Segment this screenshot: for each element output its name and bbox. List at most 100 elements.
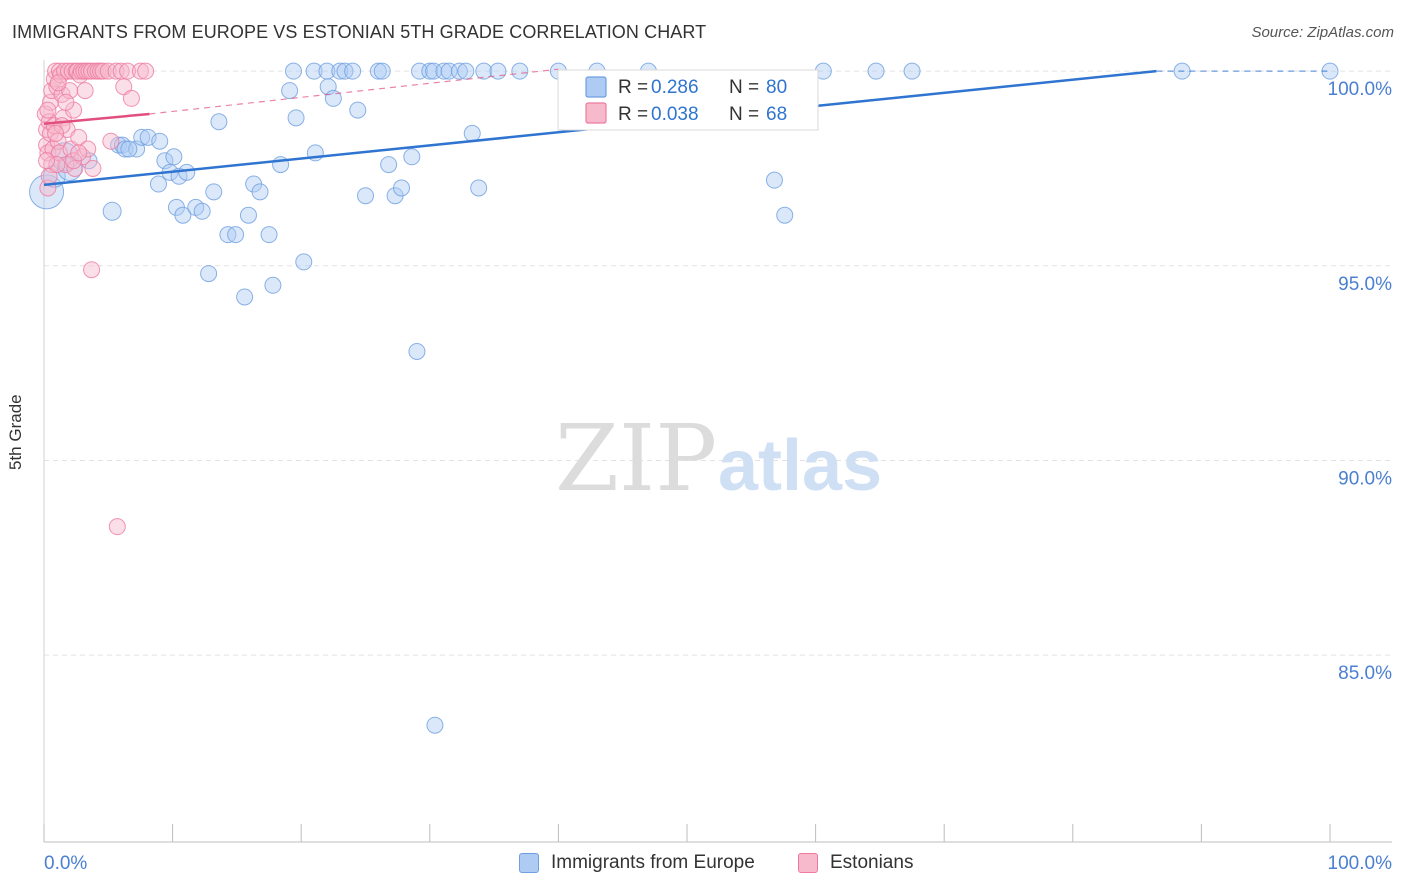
stats-legend: R = 0.286 N = 80 R = 0.038 N = 68 [557, 69, 819, 131]
point-europe [239, 206, 257, 224]
point-europe [210, 113, 228, 131]
point-europe [133, 128, 151, 146]
point-europe [457, 62, 475, 80]
point-estonians [119, 62, 137, 80]
point-europe [251, 183, 269, 201]
point-europe [200, 265, 218, 283]
point-europe [450, 62, 468, 80]
point-europe [193, 202, 211, 220]
point-estonians [79, 140, 97, 158]
point-estonians [57, 93, 75, 111]
y-tick-label: 90.0% [1338, 468, 1392, 489]
stats-swatch-pink [585, 102, 607, 124]
point-estonians [122, 89, 140, 107]
trend-extension-estonians [149, 68, 559, 115]
y-tick-label: 95.0% [1338, 274, 1392, 295]
stats-n-label-2: N = [729, 104, 759, 125]
point-europe [411, 62, 429, 80]
point-estonians [49, 74, 67, 92]
point-europe [344, 62, 362, 80]
source-credit: Source: ZipAtlas.com [1251, 24, 1394, 41]
point-europe [120, 140, 138, 158]
point-estonians [131, 62, 149, 80]
point-estonians [70, 144, 88, 162]
data-points [29, 62, 1339, 734]
point-europe [380, 156, 398, 174]
legend-item-europe[interactable]: Immigrants from Europe [519, 852, 755, 874]
watermark-zip: ZIP [555, 405, 717, 512]
point-europe [281, 82, 299, 100]
point-estonians [38, 152, 56, 170]
point-europe [470, 179, 488, 197]
point-europe [403, 148, 421, 166]
point-europe [435, 62, 453, 80]
point-europe [408, 342, 426, 360]
x-tick-label: 0.0% [44, 853, 87, 874]
point-estonians [108, 518, 126, 536]
point-europe [174, 206, 192, 224]
point-europe [765, 171, 783, 189]
point-estonians [84, 159, 102, 177]
point-europe [42, 164, 66, 188]
point-estonians [137, 62, 155, 80]
point-europe [165, 148, 183, 166]
point-europe [440, 62, 458, 80]
point-estonians [48, 156, 66, 174]
point-europe [236, 288, 254, 306]
point-europe [425, 62, 443, 80]
point-europe [357, 187, 374, 205]
stats-n-value-1: 80 [766, 77, 787, 98]
point-europe [776, 206, 794, 224]
stats-r-label-2: R = [618, 104, 648, 125]
axes [43, 60, 1392, 843]
point-europe [867, 62, 885, 80]
legend-label-estonians: Estonians [830, 852, 914, 873]
stats-n-value-2: 68 [766, 104, 787, 125]
point-europe [178, 163, 196, 181]
point-estonians [47, 124, 65, 142]
point-europe [903, 62, 921, 80]
point-europe [287, 109, 305, 127]
point-europe [421, 62, 439, 80]
point-estonians [83, 261, 101, 279]
point-estonians [39, 101, 57, 119]
stats-r-value-2: 0.038 [651, 104, 699, 125]
legend-item-estonians[interactable]: Estonians [798, 852, 913, 874]
point-europe [260, 226, 278, 244]
point-europe [264, 276, 282, 294]
point-estonians [107, 62, 125, 80]
point-europe [349, 101, 367, 119]
stats-n-label-1: N = [729, 77, 759, 98]
point-estonians [63, 62, 81, 80]
point-europe [149, 175, 167, 193]
y-tick-label: 100.0% [1328, 79, 1393, 100]
point-europe [305, 62, 323, 80]
point-estonians [57, 156, 75, 174]
point-europe [295, 253, 313, 271]
point-europe [393, 179, 411, 197]
point-estonians [76, 82, 94, 100]
series-legend: Immigrants from Europe Estonians [0, 852, 1406, 878]
point-europe [227, 226, 245, 244]
point-europe [463, 124, 481, 142]
stats-swatch-blue [585, 76, 607, 98]
y-tick-label: 85.0% [1338, 663, 1392, 684]
gridlines [44, 70, 1392, 656]
point-europe [116, 140, 134, 158]
point-europe [511, 62, 529, 80]
point-europe [102, 201, 122, 221]
legend-swatch-europe [519, 853, 539, 873]
point-europe [331, 62, 349, 80]
point-europe [369, 62, 387, 80]
chart-title: IMMIGRANTS FROM EUROPE VS ESTONIAN 5TH G… [12, 22, 707, 42]
stats-r-label-1: R = [618, 77, 648, 98]
point-europe [284, 62, 302, 80]
x-tick-label: 100.0% [1328, 853, 1393, 874]
stats-r-value-1: 0.286 [651, 77, 699, 98]
watermark: ZIP atlas [555, 405, 882, 512]
point-europe [426, 716, 444, 734]
point-estonians [102, 132, 120, 150]
point-europe [205, 183, 223, 201]
legend-label-europe: Immigrants from Europe [551, 852, 755, 873]
